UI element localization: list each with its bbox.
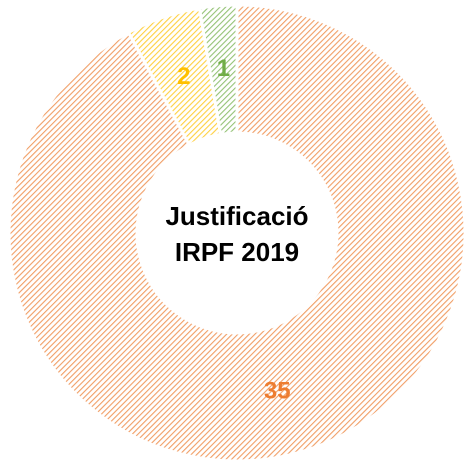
data-label: 2 [177, 63, 190, 90]
data-label: 35 [264, 377, 291, 404]
slice [7, 3, 467, 463]
chart-title: Justificació [165, 201, 308, 231]
chart-title: IRPF 2019 [175, 237, 299, 267]
data-label: 1 [217, 55, 230, 82]
slices [7, 3, 467, 463]
slice [197, 3, 239, 137]
